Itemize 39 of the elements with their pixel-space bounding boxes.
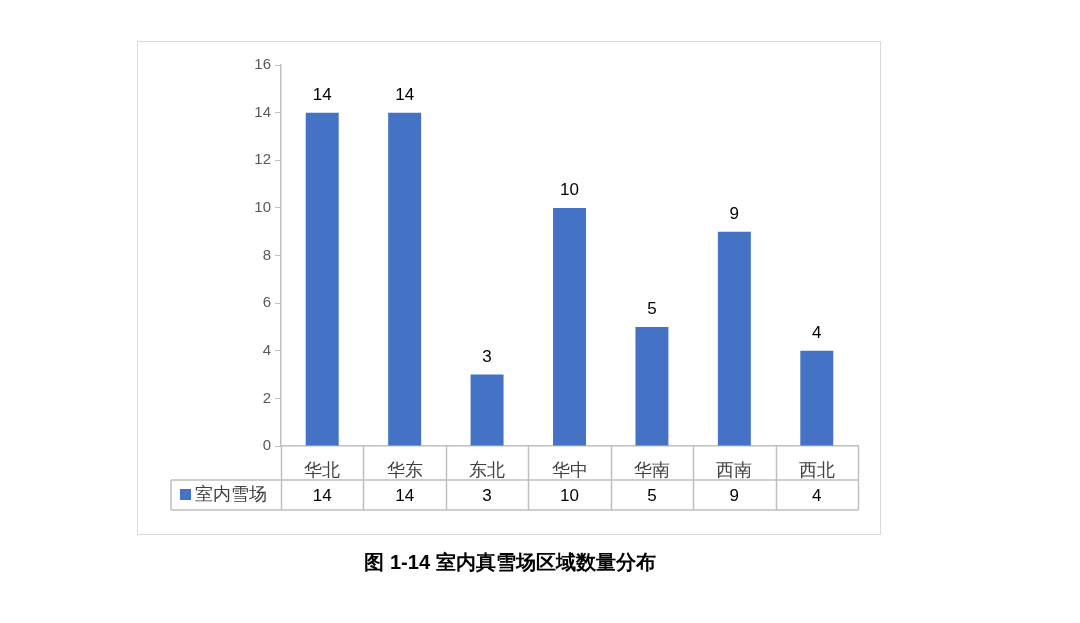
total-label: 14	[395, 84, 415, 104]
total-label: 5	[647, 299, 657, 319]
data-label: 9	[729, 485, 740, 505]
y-tick-label: 0	[262, 436, 271, 454]
bar	[553, 207, 586, 446]
x-tick-label: 华北	[304, 459, 341, 480]
data-label: 14	[395, 485, 415, 505]
x-tick-label: 华南	[633, 459, 670, 480]
y-tick-label: 4	[262, 340, 271, 358]
total-label: 10	[560, 180, 579, 200]
y-tick-label: 16	[254, 55, 271, 73]
y-tick-label: 14	[254, 102, 271, 120]
y-tick-label: 10	[254, 198, 271, 216]
y-tick-label: 6	[262, 293, 271, 311]
text: 图 1-14 室内真雪场区域数量分布	[364, 550, 656, 573]
bar	[717, 231, 751, 446]
x-tick-label: 华东	[386, 459, 423, 480]
data-label: 10	[560, 485, 579, 505]
data-label: 4	[812, 485, 822, 505]
legend-label: 室内雪场	[195, 483, 267, 504]
y-tick-label: 12	[254, 150, 271, 168]
x-tick-label: 华中	[551, 459, 588, 480]
total-label: 14	[312, 84, 332, 104]
y-tick-label: 8	[262, 245, 271, 263]
bar	[388, 112, 422, 446]
x-tick-label: 西南	[716, 459, 753, 480]
data-label: 3	[482, 485, 492, 505]
x-tick-label: 东北	[469, 459, 506, 480]
bar	[800, 350, 834, 446]
total-label: 3	[482, 346, 492, 366]
total-label: 4	[812, 322, 822, 342]
total-label: 9	[729, 203, 740, 223]
data-label: 5	[647, 485, 657, 505]
data-label: 14	[312, 485, 332, 505]
x-tick-label: 西北	[798, 459, 835, 480]
bar	[635, 326, 669, 446]
bar	[305, 112, 339, 446]
y-tick-label: 2	[262, 388, 271, 406]
bar	[470, 374, 504, 446]
